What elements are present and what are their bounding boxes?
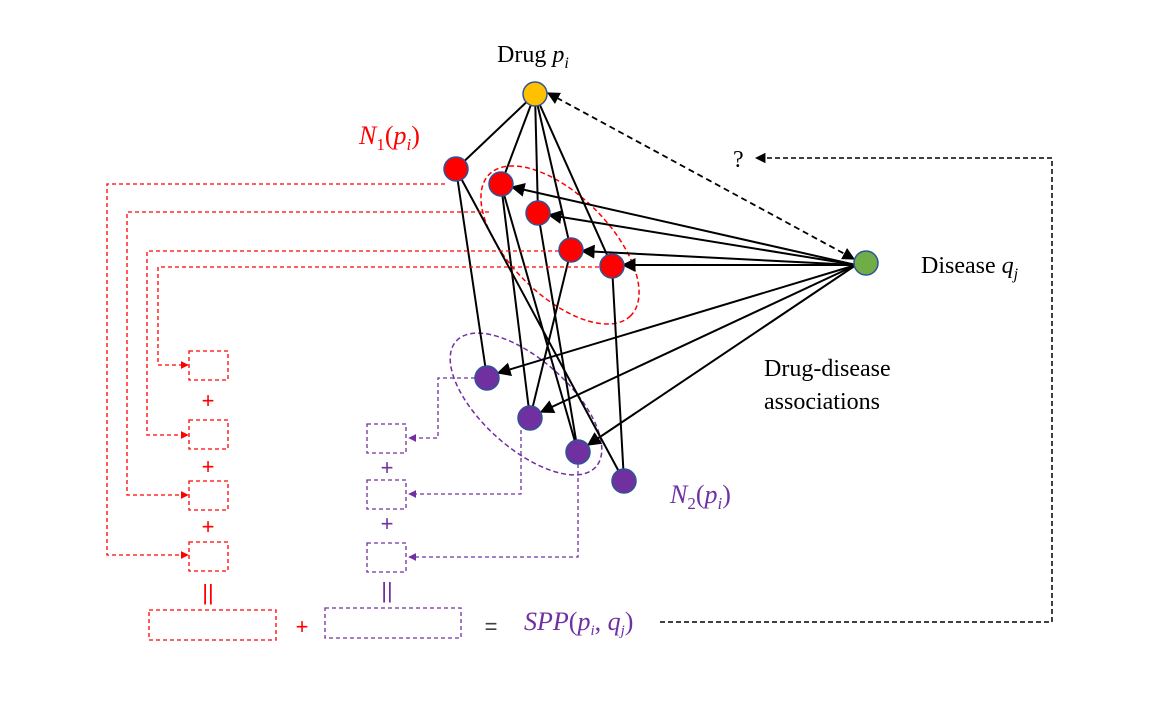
drug-node — [522, 81, 548, 107]
disease-label: Disease qj — [921, 253, 1019, 283]
second-order-neighbors-label: N2(pi) — [669, 480, 731, 513]
spp-score-label: SPP(pi, qj) — [524, 607, 633, 639]
second-order-term-box — [366, 423, 407, 454]
parallel-sign: || — [202, 580, 213, 605]
second-order-term-box — [366, 542, 407, 573]
first-order-term-box — [188, 480, 229, 511]
second-order-total-box — [324, 607, 462, 639]
association-caption: Drug-disease associations — [764, 356, 897, 415]
plus-sign: + — [296, 614, 309, 639]
spp-feedback-arrow — [660, 152, 1053, 623]
first-order-neighbor-node — [443, 156, 469, 182]
unknown-association-question-mark: ? — [733, 147, 744, 173]
drug-label: Drug pi — [497, 42, 569, 72]
plus-sign: + — [381, 455, 394, 480]
plus-sign: + — [202, 388, 215, 413]
second-order-cluster-ellipse — [449, 332, 603, 476]
equals-sign: = — [485, 614, 498, 639]
first-order-neighbor-node — [488, 171, 514, 197]
first-order-neighbors-label: N1(pi) — [358, 121, 420, 154]
second-order-routing-lines — [408, 377, 579, 561]
first-order-term-box — [188, 541, 229, 572]
first-order-term-box — [188, 419, 229, 450]
second-order-neighbor-node — [517, 405, 543, 431]
second-order-neighbor-node — [611, 468, 637, 494]
first-order-total-box — [148, 609, 277, 641]
second-order-neighbor-node — [565, 439, 591, 465]
neighbor-neighbor-edges — [455, 168, 625, 482]
first-order-neighbor-node — [525, 200, 551, 226]
second-order-term-box — [366, 479, 407, 510]
first-order-sum-boxes — [148, 350, 277, 641]
plus-sign: + — [202, 514, 215, 539]
drug-neighbor-edges — [455, 93, 613, 267]
parallel-sign: || — [381, 578, 392, 603]
first-order-neighbor-node — [599, 253, 625, 279]
first-order-routing-lines — [106, 183, 599, 559]
disease-node — [853, 250, 879, 276]
plus-sign: + — [381, 511, 394, 536]
second-order-sum-boxes — [324, 423, 462, 639]
plus-sign: + — [202, 454, 215, 479]
second-order-neighbor-node — [474, 365, 500, 391]
first-order-neighbor-node — [558, 237, 584, 263]
predicted-association-arrow — [546, 92, 856, 260]
first-order-term-box — [188, 350, 229, 381]
